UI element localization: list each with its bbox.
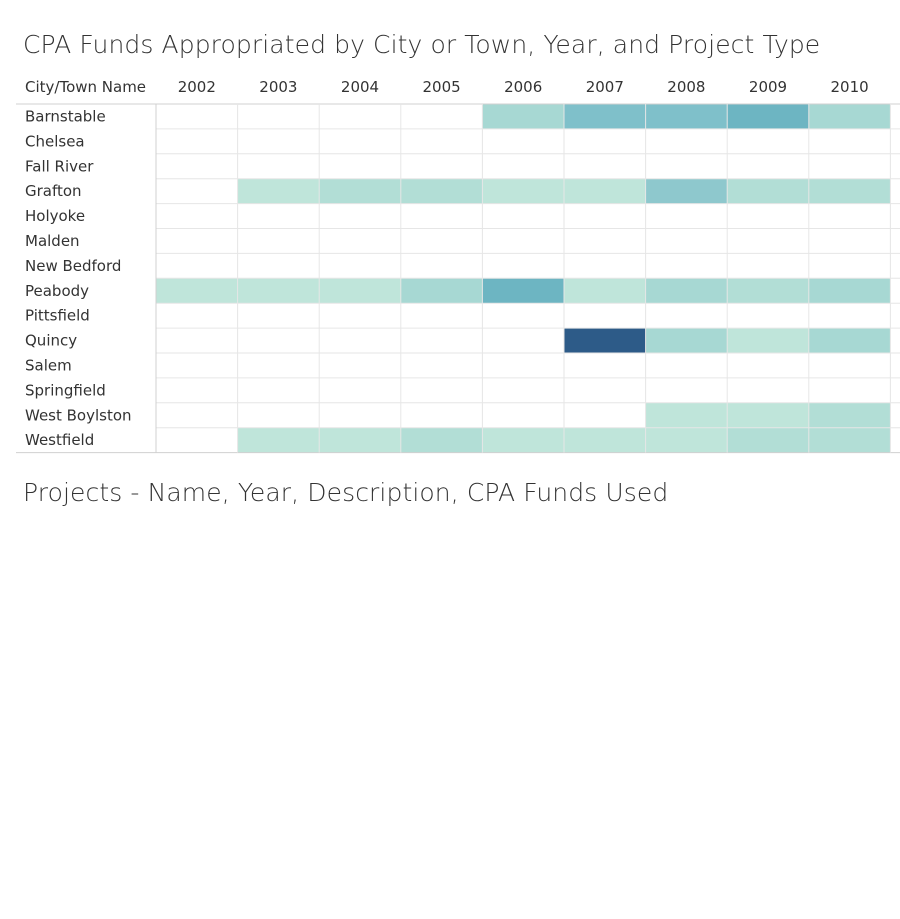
row-label: Springfield [25,381,106,399]
heatmap-cell [482,104,564,129]
row-label: West Boylston [25,406,132,424]
heatmap-cell [400,427,483,453]
heatmap-cell [564,427,646,453]
heatmap-cell [564,104,646,129]
heatmap-cell [808,402,891,428]
heatmap-cell [808,328,891,353]
heatmap-cell [319,178,401,204]
heatmap-cell [808,104,891,129]
heatmap-cell [727,178,809,204]
heatmap-cell [400,278,483,304]
heatmap-cell [808,427,891,453]
heatmap-cell [482,278,564,304]
column-header-2009: 2009 [749,78,787,96]
heatmap-cell [156,278,238,304]
column-header-2006: 2006 [504,78,542,96]
heatmap-cell [645,278,728,304]
heatmap-cell [727,278,809,304]
heatmap-cell [645,178,728,204]
heatmap-cell [645,328,728,353]
column-header-2002: 2002 [178,78,216,96]
row-label: Westfield [25,431,94,449]
heatmap-cell [645,427,728,453]
row-label: Salem [25,356,72,374]
row-label: Pittsfield [25,307,90,325]
row-label: Fall River [25,157,94,175]
row-label: Barnstable [25,107,106,125]
column-header-2005: 2005 [423,78,461,96]
heatmap-cell [319,278,401,304]
heatmap-cell [482,178,564,204]
projects-section-title: Projects - Name, Year, Description, CPA … [23,478,669,507]
heatmap-cell [727,427,809,453]
heatmap-cell [319,427,401,453]
row-label: Quincy [25,332,77,350]
heatmap-cell [482,427,564,453]
heatmap-cell [564,328,646,353]
heatmap-cell [237,427,320,453]
column-header-2010: 2010 [831,78,869,96]
row-label: New Bedford [25,257,121,275]
row-label: Chelsea [25,132,85,150]
heatmap-cell [237,278,320,304]
heatmap-cell [400,178,483,204]
dashboard-title: CPA Funds Appropriated by City or Town, … [23,30,821,59]
column-header-2007: 2007 [586,78,624,96]
heatmap-cell [645,104,728,129]
heatmap-cell [808,278,891,304]
heatmap-cell [727,328,809,353]
heatmap-chart: City/Town Name 2002 2003 2004 2005 2006 2007 20… [16,78,900,454]
row-label: Malden [25,232,80,250]
column-header-2004: 2004 [341,78,379,96]
heatmap-cell [727,104,809,129]
heatmap-cell [645,402,728,428]
heatmap-cell [808,178,891,204]
heatmap-cell [727,402,809,428]
row-label: Holyoke [25,207,85,225]
heatmap-cell [564,278,646,304]
heatmap-cell [564,178,646,204]
row-header-label: City/Town Name [25,78,146,96]
row-label: Peabody [25,282,89,300]
row-label: Grafton [25,182,82,200]
column-header-2003: 2003 [259,78,297,96]
heatmap-cell [237,178,320,204]
column-header-2008: 2008 [667,78,705,96]
